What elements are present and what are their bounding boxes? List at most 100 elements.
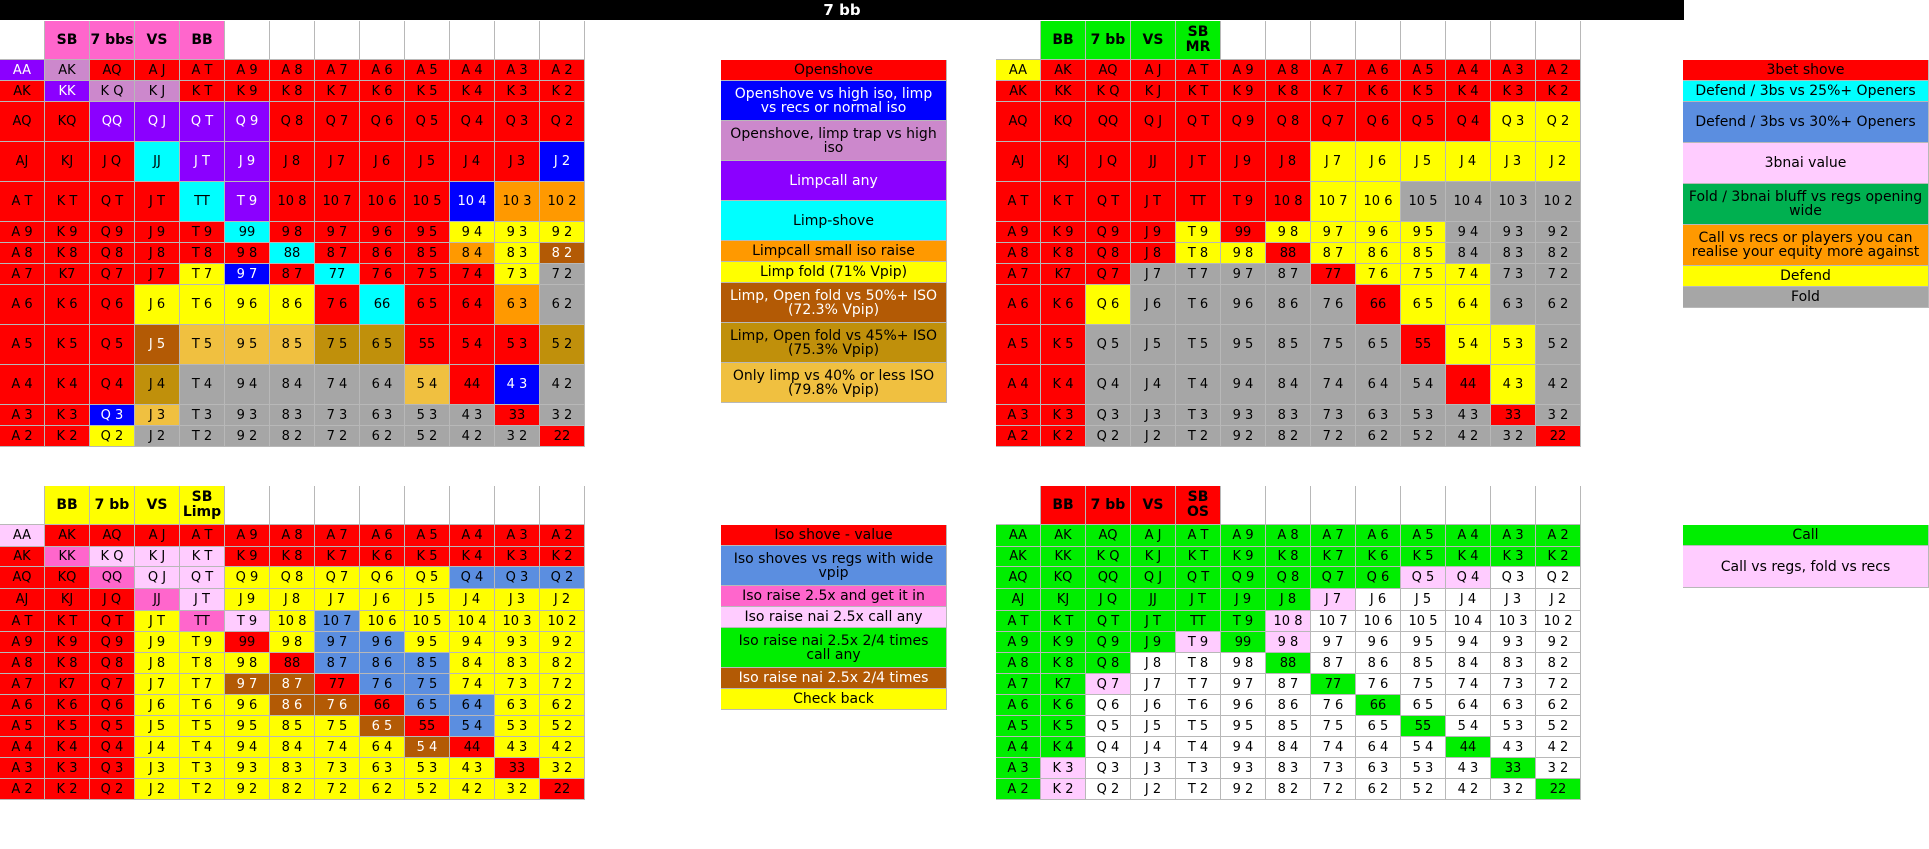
hand-cell-q2: Q 2 xyxy=(1086,779,1131,800)
grid-sb-7bbs-vs-bb-header-cell: BB xyxy=(180,21,225,60)
grid-bb-7bb-vs-sb-os-header-cell xyxy=(1266,486,1311,525)
hand-cell-q3: Q 3 xyxy=(1086,405,1131,426)
grid-sb-7bbs-vs-bb-header-cell xyxy=(405,21,450,60)
hand-cell-83: 8 3 xyxy=(1266,758,1311,779)
legend-call-vs-regs-fold-vs-recs: Call vs regs, fold vs recs xyxy=(1683,546,1929,588)
hand-cell-k9: K 9 xyxy=(45,632,90,653)
hand-cell-j9: J 9 xyxy=(135,222,180,243)
hand-cell-43: 4 3 xyxy=(495,365,540,405)
hand-cell-t3: T 3 xyxy=(1176,405,1221,426)
legend-iso-raise-nai-2-5x-call-any: Iso raise nai 2.5x call any xyxy=(721,607,947,628)
hand-cell-ak: AK xyxy=(0,547,45,567)
hand-cell-a4: A 4 xyxy=(0,737,45,758)
hand-cell-93: 9 3 xyxy=(225,405,270,426)
hand-cell-43: 4 3 xyxy=(1446,405,1491,426)
hand-cell-at: A T xyxy=(0,182,45,222)
hand-cell-k3: K 3 xyxy=(1491,547,1536,567)
hand-cell-k7: K 7 xyxy=(1311,547,1356,567)
hand-cell-t2: T 2 xyxy=(1176,779,1221,800)
hand-cell-a2: A 2 xyxy=(0,779,45,800)
hand-cell-j4: J 4 xyxy=(135,737,180,758)
hand-cell-105: 10 5 xyxy=(1401,182,1446,222)
grid-sb-7bbs-vs-bb-header-cell xyxy=(270,21,315,60)
hand-cell-k5: K 5 xyxy=(45,325,90,365)
grid-bb-7bb-vs-sb-os-header-cell xyxy=(1311,486,1356,525)
grid-bb-7bb-vs-sb-os-header-cell xyxy=(1536,486,1581,525)
hand-cell-55: 55 xyxy=(405,325,450,365)
hand-cell-96: 9 6 xyxy=(1356,222,1401,243)
hand-cell-j4: J 4 xyxy=(1131,737,1176,758)
hand-cell-j3: J 3 xyxy=(135,758,180,779)
hand-cell-93: 9 3 xyxy=(1491,222,1536,243)
hand-cell-j3: J 3 xyxy=(135,405,180,426)
legend-iso-raise-nai-2-5x-2-4-times: Iso raise nai 2.5x 2/4 times xyxy=(721,668,947,689)
hand-cell-k4: K 4 xyxy=(1041,365,1086,405)
hand-cell-a6: A 6 xyxy=(0,285,45,325)
hand-cell-94: 9 4 xyxy=(1446,632,1491,653)
hand-cell-t7: T 7 xyxy=(180,674,225,695)
hand-cell-j2: J 2 xyxy=(1536,142,1581,182)
hand-cell-q5: Q 5 xyxy=(1401,102,1446,142)
grid-bb-7bb-vs-sb-mr-header-cell xyxy=(1401,21,1446,60)
hand-cell-98: 9 8 xyxy=(1221,653,1266,674)
hand-cell-53: 5 3 xyxy=(495,716,540,737)
hand-cell-k3: K 3 xyxy=(1491,81,1536,102)
grid-bb-7bb-vs-sb-os-header-cell: VS xyxy=(1131,486,1176,525)
grid-bb-7bb-vs-sb-limp-header-cell xyxy=(315,486,360,525)
hand-cell-a6: A 6 xyxy=(360,525,405,547)
hand-cell-65: 6 5 xyxy=(1401,285,1446,325)
hand-cell-52: 5 2 xyxy=(1401,779,1446,800)
hand-cell-q9: Q 9 xyxy=(1221,102,1266,142)
hand-cell-q4: Q 4 xyxy=(90,737,135,758)
hand-cell-q9: Q 9 xyxy=(225,567,270,589)
hand-cell-q5: Q 5 xyxy=(1086,325,1131,365)
hand-cell-j6: J 6 xyxy=(1131,285,1176,325)
hand-cell-73: 7 3 xyxy=(315,405,360,426)
hand-cell-a6: A 6 xyxy=(360,60,405,81)
hand-cell-q8: Q 8 xyxy=(1266,567,1311,589)
hand-cell-44: 44 xyxy=(1446,365,1491,405)
hand-cell-44: 44 xyxy=(450,737,495,758)
hand-cell-a2: A 2 xyxy=(540,525,585,547)
hand-cell-t5: T 5 xyxy=(1176,325,1221,365)
hand-cell-kk: KK xyxy=(1041,547,1086,567)
hand-cell-87: 8 7 xyxy=(270,264,315,285)
hand-cell-kk: KK xyxy=(45,81,90,102)
grid-bb-7bb-vs-sb-mr-header-cell xyxy=(1356,21,1401,60)
hand-cell-q6: Q 6 xyxy=(1086,695,1131,716)
hand-cell-102: 10 2 xyxy=(1536,182,1581,222)
hand-cell-52: 5 2 xyxy=(540,325,585,365)
hand-cell-k9: K 9 xyxy=(1221,547,1266,567)
hand-cell-a8: A 8 xyxy=(996,653,1041,674)
hand-cell-a6: A 6 xyxy=(0,695,45,716)
hand-cell-tt: TT xyxy=(1176,182,1221,222)
hand-cell-a4: A 4 xyxy=(450,525,495,547)
hand-cell-88: 88 xyxy=(270,243,315,264)
hand-cell-86: 8 6 xyxy=(1266,695,1311,716)
hand-cell-qj: Q J xyxy=(1131,567,1176,589)
hand-cell-95: 9 5 xyxy=(405,632,450,653)
hand-cell-q4: Q 4 xyxy=(1086,737,1131,758)
hand-cell-q9: Q 9 xyxy=(1221,567,1266,589)
hand-cell-j7: J 7 xyxy=(1311,589,1356,611)
hand-cell-74: 7 4 xyxy=(450,674,495,695)
grid-sb-7bbs-vs-bb-header-cell: SB xyxy=(45,21,90,60)
hand-cell-k8: K 8 xyxy=(1041,243,1086,264)
grid-bb-7bb-vs-sb-mr-header-cell xyxy=(1491,21,1536,60)
hand-cell-32: 3 2 xyxy=(495,426,540,447)
hand-cell-a2: A 2 xyxy=(996,426,1041,447)
hand-cell-j3: J 3 xyxy=(495,142,540,182)
hand-cell-85: 8 5 xyxy=(1401,243,1446,264)
hand-cell-t4: T 4 xyxy=(1176,365,1221,405)
hand-cell-t9: T 9 xyxy=(1176,632,1221,653)
hand-cell-q5: Q 5 xyxy=(1401,567,1446,589)
legend-limp-open-fold-vs-45-iso-75-3-vpip: Limp, Open fold vs 45%+ ISO (75.3% Vpip) xyxy=(721,323,947,363)
hand-cell-kj: KJ xyxy=(1041,142,1086,182)
hand-cell-104: 10 4 xyxy=(450,611,495,632)
hand-cell-a6: A 6 xyxy=(996,695,1041,716)
hand-cell-k3: K 3 xyxy=(1041,758,1086,779)
hand-cell-k2: K 2 xyxy=(540,81,585,102)
hand-cell-kt: K T xyxy=(1041,611,1086,632)
hand-cell-a8: A 8 xyxy=(996,243,1041,264)
hand-cell-k2: K 2 xyxy=(540,547,585,567)
